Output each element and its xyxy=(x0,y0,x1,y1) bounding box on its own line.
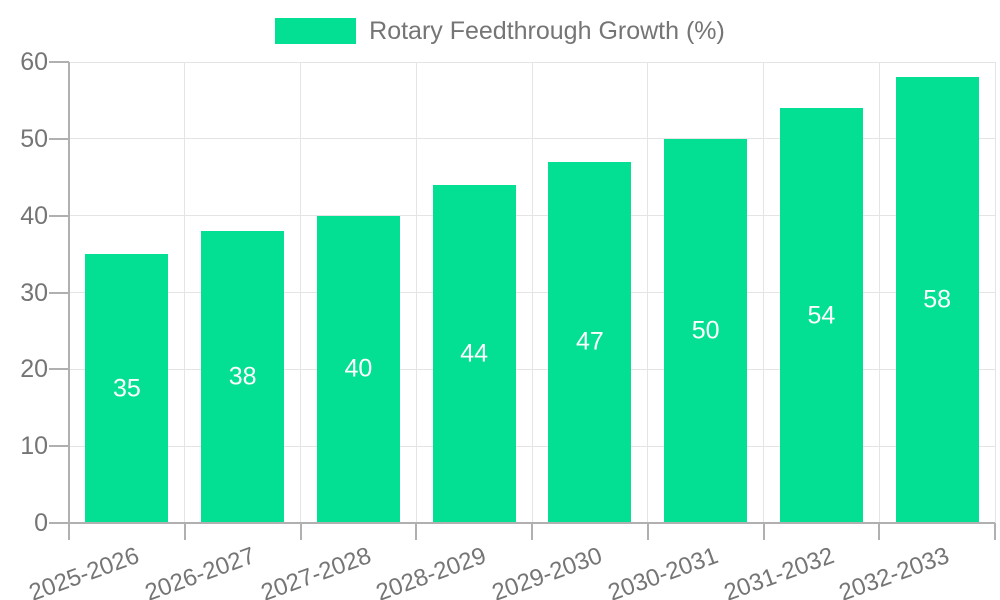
bar-value-label: 44 xyxy=(460,339,489,368)
bar[interactable] xyxy=(316,215,400,523)
bar[interactable] xyxy=(779,108,863,523)
y-tick-label: 0 xyxy=(34,509,48,537)
bar-value-label: 38 xyxy=(228,362,257,391)
x-tick-mark xyxy=(415,523,418,540)
gridline xyxy=(763,62,764,523)
bar-value-label: 50 xyxy=(691,316,720,345)
x-tick-label: 2032-2033 xyxy=(835,542,954,600)
x-tick-label: 2026-2027 xyxy=(141,542,259,600)
x-tick-label: 2031-2032 xyxy=(720,542,838,600)
x-axis-line xyxy=(49,522,995,524)
gridline xyxy=(531,62,533,523)
bar-value-label: 40 xyxy=(344,354,373,383)
y-tick-mark xyxy=(49,137,69,140)
x-tick-label: 2029-2030 xyxy=(488,542,606,600)
gridline xyxy=(647,62,649,523)
legend-swatch xyxy=(275,18,357,44)
gridline xyxy=(994,62,996,523)
legend[interactable]: Rotary Feedthrough Growth (%) xyxy=(0,17,1000,45)
x-tick-mark xyxy=(299,523,302,540)
bar[interactable] xyxy=(895,77,979,523)
y-tick-mark xyxy=(49,445,69,448)
y-tick-mark xyxy=(49,291,69,294)
bar-value-label: 35 xyxy=(112,374,141,403)
bar-value-label: 54 xyxy=(807,301,836,330)
y-tick-mark xyxy=(49,61,69,63)
x-tick-label: 2025-2026 xyxy=(25,542,143,600)
bar-value-label: 58 xyxy=(923,285,952,314)
y-tick-mark xyxy=(49,368,69,371)
y-tick-label: 10 xyxy=(20,432,48,461)
bar[interactable] xyxy=(85,254,169,523)
y-tick-mark xyxy=(49,214,69,217)
gridline xyxy=(184,62,186,523)
bar[interactable] xyxy=(664,138,748,523)
y-tick-label: 60 xyxy=(20,48,48,76)
bar[interactable] xyxy=(548,161,632,523)
bar[interactable] xyxy=(432,184,516,523)
x-tick-label: 2028-2029 xyxy=(372,542,491,600)
x-tick-label: 2027-2028 xyxy=(257,542,375,600)
x-tick-label: 2030-2031 xyxy=(604,542,722,600)
x-tick-mark xyxy=(762,523,765,540)
gridline xyxy=(415,62,417,523)
bar[interactable] xyxy=(201,231,285,523)
y-tick-label: 30 xyxy=(20,278,48,307)
gridline xyxy=(300,62,301,523)
y-axis-line xyxy=(68,62,70,540)
bar-value-label: 47 xyxy=(575,327,604,356)
gridline xyxy=(878,62,880,523)
x-tick-mark xyxy=(646,523,649,540)
y-tick-label: 40 xyxy=(20,201,48,230)
y-tick-label: 20 xyxy=(20,355,48,384)
y-tick-label: 50 xyxy=(20,124,48,153)
legend-label: Rotary Feedthrough Growth (%) xyxy=(369,17,725,45)
x-tick-mark xyxy=(994,523,996,540)
x-tick-mark xyxy=(183,523,186,540)
x-tick-mark xyxy=(878,523,881,540)
x-tick-mark xyxy=(531,523,533,540)
